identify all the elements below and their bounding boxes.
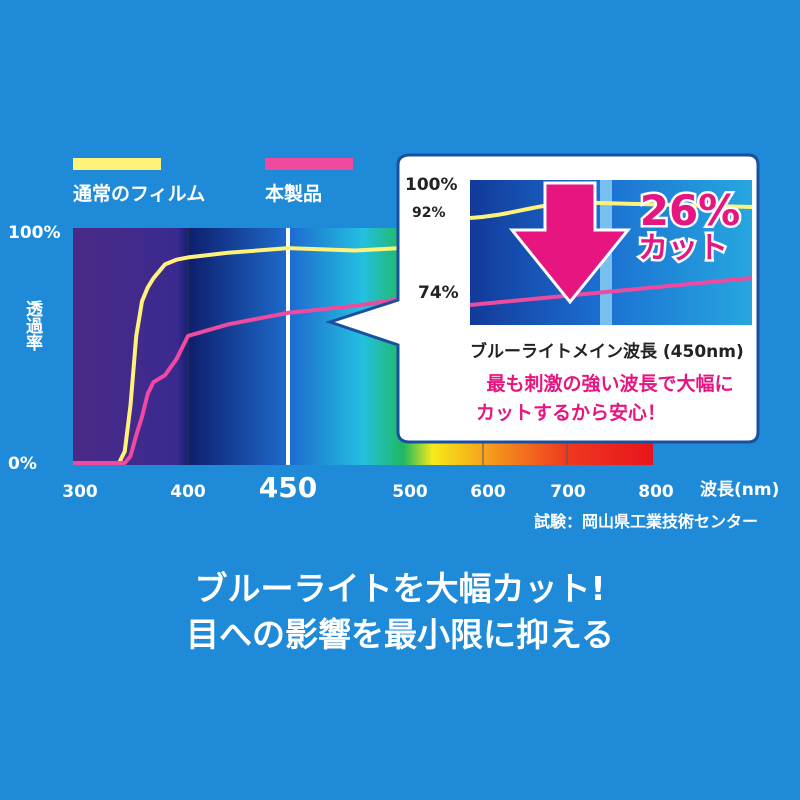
x-tick-label: 500 — [392, 482, 428, 502]
callout-caption: ブルーライトメイン波長 (450nm) — [470, 341, 744, 362]
legend-swatch — [73, 158, 161, 170]
x-tick-label: 600 — [470, 482, 506, 502]
x-tick-label: 800 — [638, 482, 674, 502]
x-tick-label: 700 — [550, 482, 586, 502]
y-axis-title: 透過率 — [22, 299, 43, 352]
headline: 目への影響を最小限に抑える — [186, 615, 614, 654]
cut-percent: 26% — [640, 186, 741, 235]
inset-yellow-label: 92% — [412, 205, 446, 221]
inset-pink-line — [469, 276, 753, 307]
y-tick-label: 100% — [8, 223, 61, 243]
x-tick-label: 450 — [259, 471, 317, 504]
x-tick-label: 300 — [62, 482, 98, 502]
callout-note: 最も刺激の強い波長で大幅に — [486, 372, 733, 395]
series-line — [73, 246, 401, 465]
legend-label: 通常のフィルム — [73, 182, 205, 205]
y-tick-label: 0% — [8, 454, 37, 474]
source: 試験：岡山県工業技術センター — [534, 512, 758, 531]
inset-pink-label: 74% — [418, 283, 459, 303]
cut-arrow — [508, 181, 632, 305]
cut-word: カット — [638, 231, 728, 266]
legend-label: 本製品 — [265, 182, 322, 205]
x-axis-title: 波長(nm) — [700, 479, 779, 500]
series-line — [73, 297, 401, 465]
legend-swatch — [265, 158, 353, 170]
x-tick-label: 400 — [170, 482, 206, 502]
inset-top-label: 100% — [405, 175, 458, 195]
callout-note: カットするから安心！ — [476, 401, 666, 424]
headline: ブルーライトを大幅カット! — [194, 569, 605, 608]
